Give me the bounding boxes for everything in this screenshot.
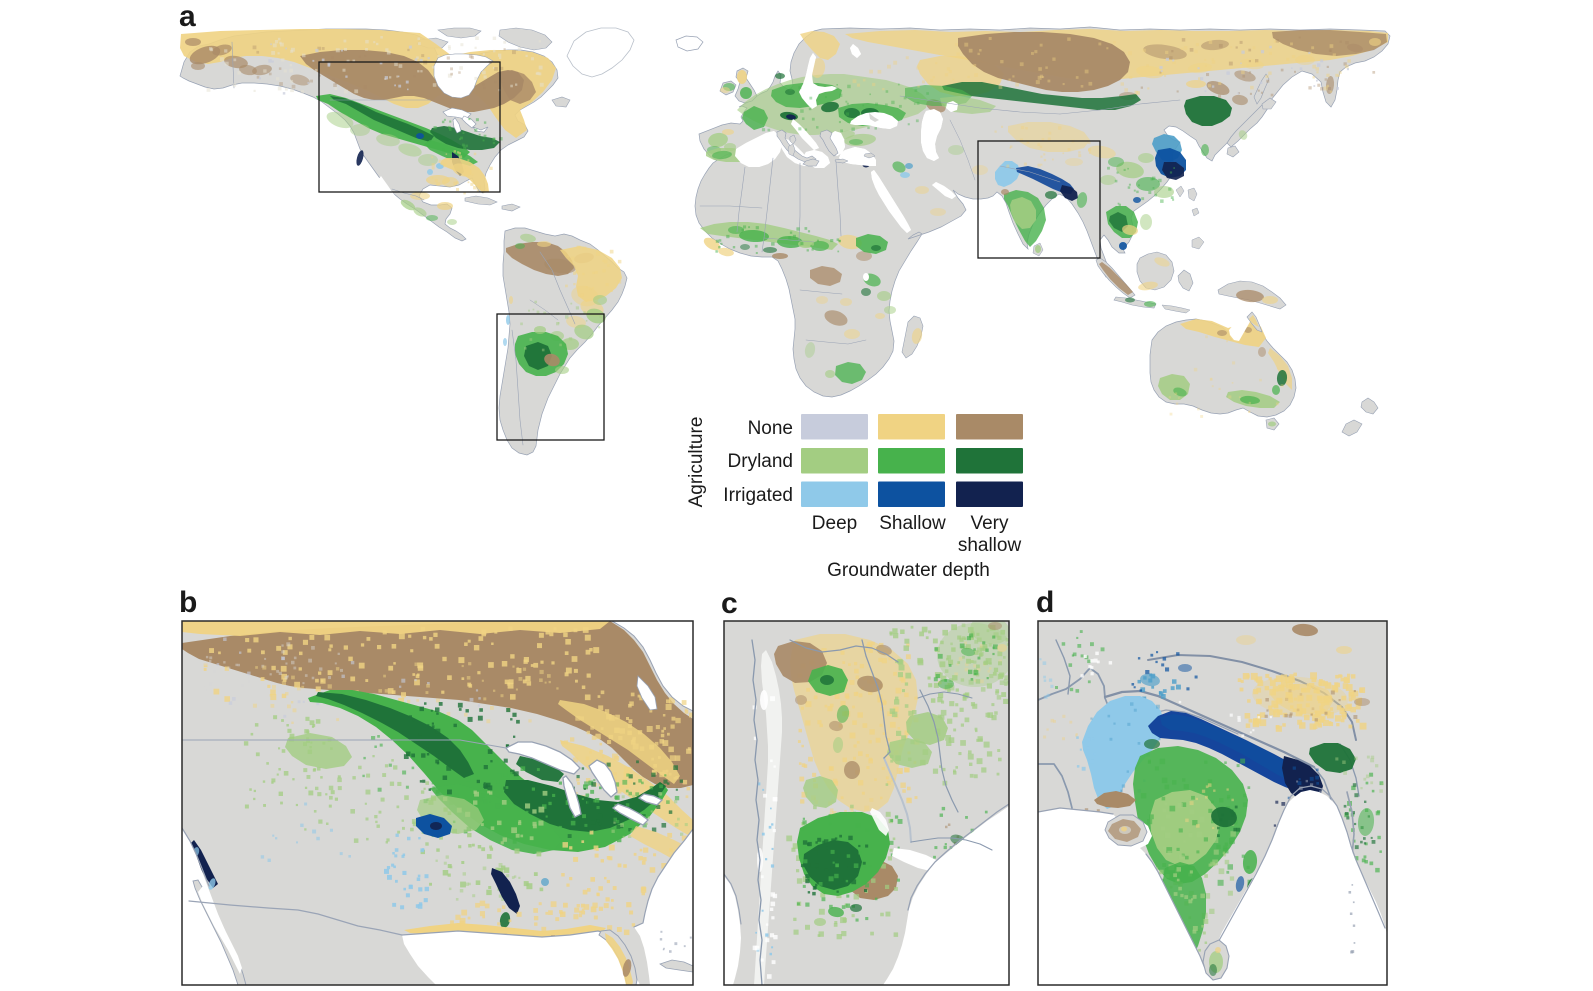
svg-text:Very: Very [970, 513, 1009, 534]
svg-text:b: b [179, 586, 197, 619]
svg-text:Dryland: Dryland [728, 451, 793, 472]
svg-text:Irrigated: Irrigated [723, 485, 793, 506]
svg-text:shallow: shallow [958, 535, 1022, 556]
svg-text:Deep: Deep [812, 513, 857, 534]
svg-text:Agriculture: Agriculture [686, 417, 707, 508]
svg-text:c: c [721, 587, 738, 620]
svg-text:Groundwater depth: Groundwater depth [827, 560, 990, 581]
svg-text:a: a [179, 0, 196, 33]
svg-text:d: d [1036, 586, 1054, 619]
svg-text:Shallow: Shallow [879, 513, 946, 534]
svg-text:None: None [748, 418, 793, 439]
